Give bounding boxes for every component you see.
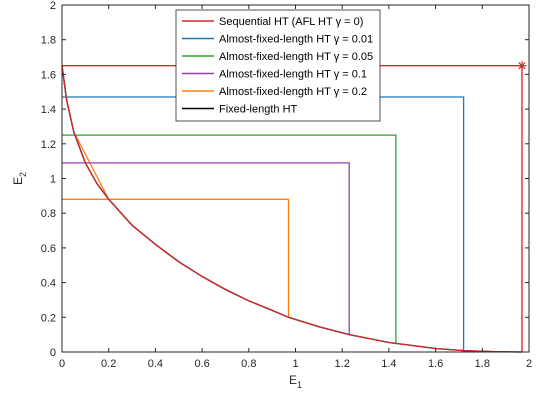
x-tick-label: 0.4	[148, 358, 163, 370]
series-line-4	[62, 198, 290, 318]
x-ticks: 0 0.2 0.4 0.6 0.8 1 1.2 1.4 1.6 1.8 2	[59, 5, 532, 370]
y-tick-label: 0	[50, 347, 56, 359]
series-line-2	[62, 134, 397, 344]
series-line-3	[62, 162, 350, 335]
x-tick-label: 1.6	[428, 358, 443, 370]
x-axis-label: E1	[289, 373, 302, 390]
sequential-ht-marker	[517, 61, 527, 71]
y-tick-label: 2	[50, 0, 56, 12]
series-curve-2	[74, 134, 396, 345]
legend-label: Fixed-length HT	[219, 104, 298, 116]
y-tick-label: 1.4	[41, 104, 56, 116]
legend: Sequential HT (AFL HT γ = 0) Almost-fixed…	[175, 9, 381, 122]
x-tick-label: 1.8	[475, 358, 490, 370]
x-tick-label: 1	[292, 358, 298, 370]
legend-label: Almost-fixed-length HT γ = 0.05	[219, 51, 373, 63]
y-ticks: 0 0.2 0.4 0.6 0.8 1 1.2 1.4 1.6 1.8 2	[41, 0, 529, 359]
series-curve-4	[108, 198, 289, 318]
y-tick-label: 0.6	[41, 243, 56, 255]
x-tick-label: 2	[526, 358, 532, 370]
y-axis-label: E2	[11, 172, 28, 185]
series-curve-start-4	[61, 65, 110, 200]
y-tick-label: 0.8	[41, 208, 56, 220]
y-axis-label-main: E	[11, 177, 25, 185]
series-curve-3	[84, 162, 350, 336]
legend-box	[175, 9, 381, 122]
legend-label: Almost-fixed-length HT γ = 0.1	[219, 69, 367, 81]
x-tick-label: 0.8	[241, 358, 256, 370]
x-tick-label: 1.4	[381, 358, 396, 370]
legend-label: Sequential HT (AFL HT γ = 0)	[219, 16, 363, 28]
series-curve-0	[61, 65, 523, 353]
x-axis-label-sub: 1	[297, 380, 302, 390]
x-tick-label: 0	[59, 358, 65, 370]
y-axis-label-sub: 2	[18, 172, 28, 177]
x-axis-label-main: E	[289, 373, 297, 387]
x-tick-label: 0.6	[194, 358, 209, 370]
y-tick-label: 1	[50, 174, 56, 186]
x-tick-label: 1.2	[335, 358, 350, 370]
y-tick-label: 1.6	[41, 69, 56, 81]
x-tick-label: 0.2	[101, 358, 116, 370]
legend-label: Almost-fixed-length HT γ = 0.2	[219, 86, 367, 98]
y-tick-label: 0.4	[41, 278, 56, 290]
y-tick-label: 1.8	[41, 35, 56, 47]
y-tick-label: 0.2	[41, 312, 56, 324]
legend-label: Almost-fixed-length HT γ = 0.01	[219, 34, 373, 46]
y-tick-label: 1.2	[41, 139, 56, 151]
